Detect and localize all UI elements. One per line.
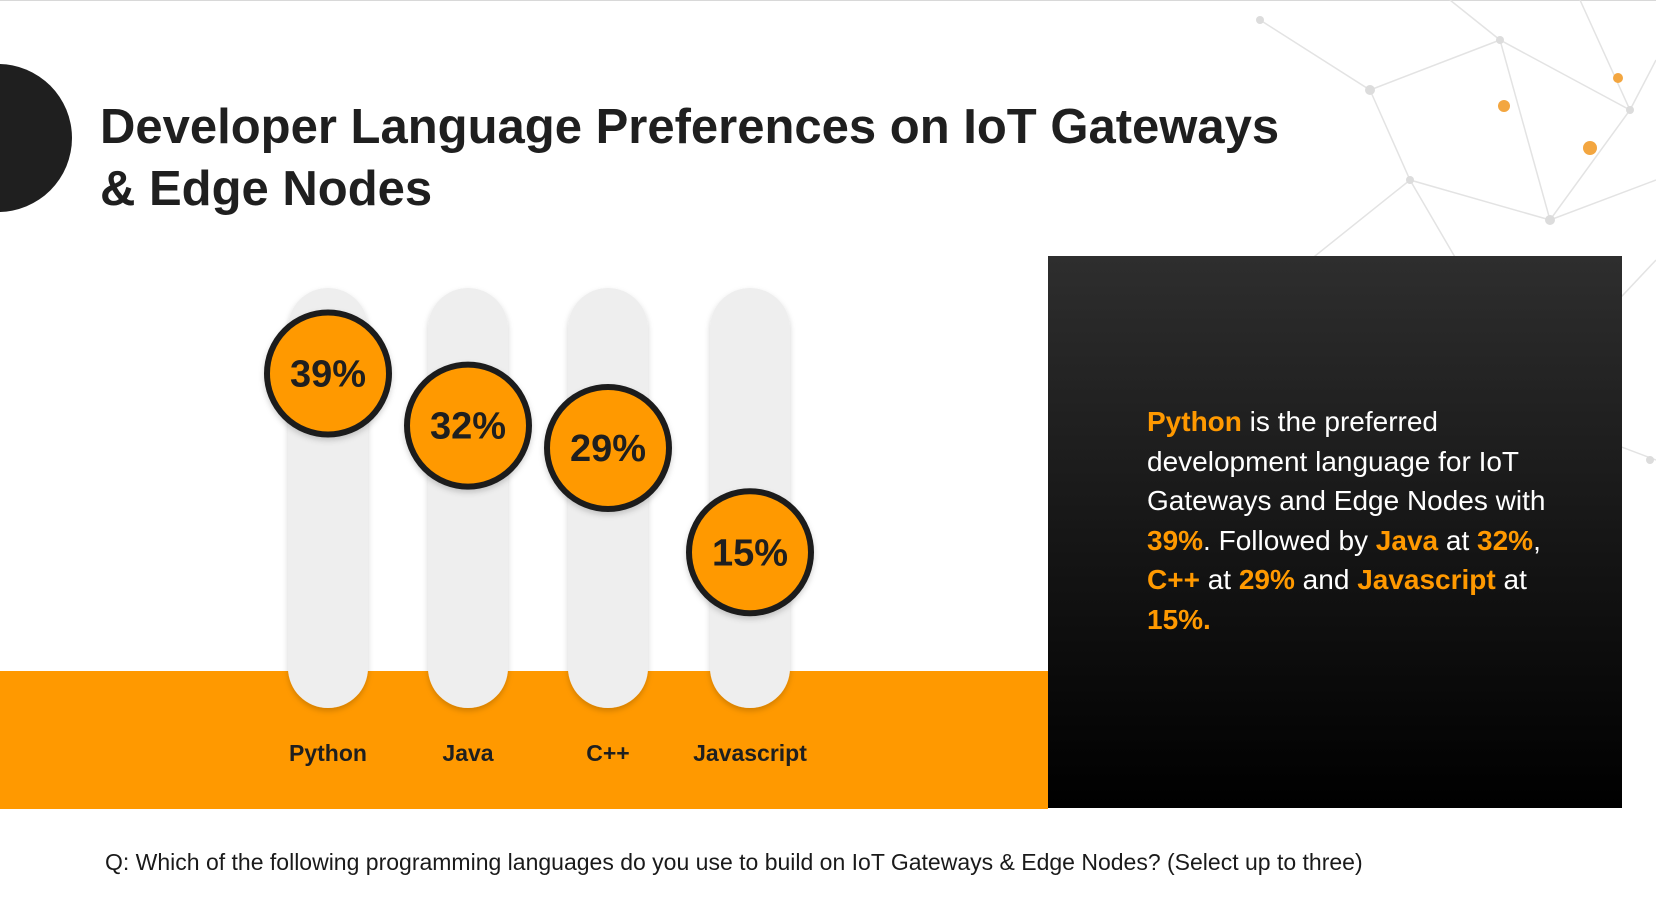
summary-java: Java — [1375, 524, 1439, 556]
summary-javascript: Javascript — [1357, 564, 1496, 595]
summary-text-2: . Followed by — [1203, 524, 1376, 556]
summary-python-pct: 39% — [1147, 524, 1204, 556]
summary-text-4: , — [1533, 524, 1541, 556]
value-marker: 15% — [686, 488, 814, 617]
page-title-line-1: Developer Language Preferences on IoT Ga… — [100, 100, 1280, 154]
category-label: Python — [289, 740, 367, 766]
category-label: Javascript — [693, 740, 807, 766]
summary-text-1: is the preferred development language fo… — [1147, 406, 1546, 516]
value-marker-circle — [544, 383, 672, 512]
summary-java-pct: 32% — [1477, 524, 1534, 556]
summary-cpp: C++ — [1147, 564, 1200, 595]
page-title: Developer Language Preferences on IoT Ga… — [100, 96, 1320, 220]
summary-text-3: at — [1438, 524, 1478, 556]
value-marker-circle — [686, 488, 814, 617]
value-label: 29% — [570, 428, 646, 470]
summary-text-6: and — [1294, 564, 1358, 595]
value-marker-circle — [404, 361, 532, 490]
summary-text-8: . — [1203, 603, 1211, 635]
value-marker: 29% — [544, 383, 672, 512]
language-bar-chart: 39% 32% 29% 15% — [264, 288, 814, 708]
summary-panel: Python is the preferred development lang… — [1048, 256, 1622, 808]
category-label: Java — [442, 740, 494, 766]
survey-question: Q: Which of the following programming la… — [105, 849, 1363, 875]
value-label: 32% — [430, 406, 506, 448]
summary-cpp-pct: 29% — [1238, 564, 1295, 595]
summary-text-7: at — [1495, 564, 1527, 595]
summary-python: Python — [1147, 406, 1242, 437]
summary-text: Python is the preferred development lang… — [1147, 402, 1547, 639]
summary-text-5: at — [1199, 564, 1239, 595]
top-divider — [0, 0, 1656, 1]
value-marker-circle — [264, 309, 392, 438]
summary-javascript-pct: 15% — [1147, 603, 1204, 635]
page-title-line-2: & Edge Nodes — [100, 162, 433, 216]
value-marker: 32% — [404, 361, 532, 490]
value-marker: 39% — [264, 309, 392, 438]
value-label: 39% — [290, 353, 366, 395]
category-label: C++ — [586, 740, 630, 766]
orange-band — [0, 671, 1048, 809]
bar-track-java — [428, 288, 508, 708]
value-label: 15% — [712, 532, 788, 574]
